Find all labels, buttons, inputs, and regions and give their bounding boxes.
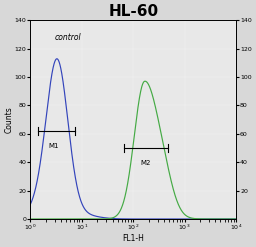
Text: control: control: [55, 33, 82, 42]
Title: HL-60: HL-60: [108, 4, 158, 19]
Text: M1: M1: [49, 143, 59, 149]
Text: M2: M2: [140, 160, 151, 166]
X-axis label: FL1-H: FL1-H: [122, 234, 144, 243]
Y-axis label: Counts: Counts: [4, 106, 13, 133]
